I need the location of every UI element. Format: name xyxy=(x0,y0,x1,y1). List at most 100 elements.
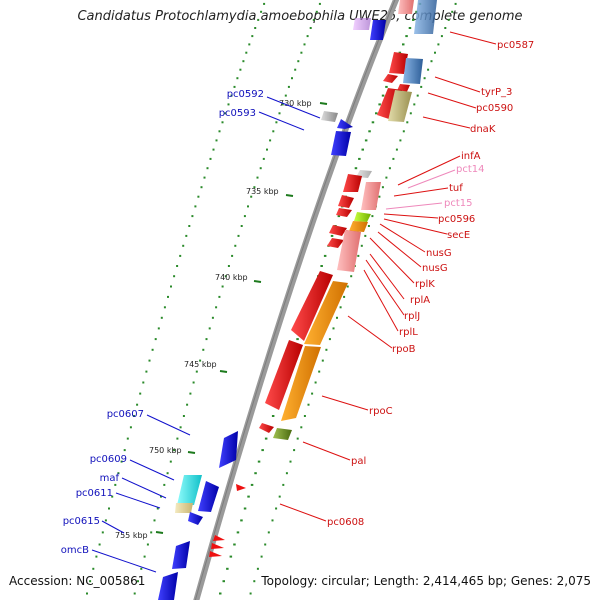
gc-tick xyxy=(224,275,227,278)
gc-tick xyxy=(285,472,288,475)
topology-text: Topology: circular; Length: 2,414,465 bp… xyxy=(261,574,591,588)
gc-skew-ticks xyxy=(86,2,457,595)
gc-tick xyxy=(282,483,285,486)
gc-tick xyxy=(303,415,306,417)
gc-tick xyxy=(117,472,120,475)
gc-tick xyxy=(253,580,256,583)
gc-tick xyxy=(423,77,426,80)
gene-label-rplj: rplJ xyxy=(404,311,420,322)
gc-tick xyxy=(318,370,321,373)
gc-tick xyxy=(239,68,242,71)
tick-730: 730 kbp xyxy=(279,99,312,108)
gene-label-pc0593: pc0593 xyxy=(219,108,256,119)
gc-tick xyxy=(405,35,408,38)
gc-tick xyxy=(378,195,381,198)
gc-tick xyxy=(254,472,257,475)
gc-tick xyxy=(120,460,123,463)
gc-tick xyxy=(447,18,450,21)
gc-tick xyxy=(186,403,189,406)
gc-tick xyxy=(427,68,430,71)
gc-tick xyxy=(206,167,209,170)
gc-tick xyxy=(409,112,412,115)
gc-tick xyxy=(361,148,364,151)
gc-tick xyxy=(221,285,224,288)
gc-tick xyxy=(137,580,139,583)
gc-tick xyxy=(320,265,323,267)
gc-tick xyxy=(262,157,265,160)
gc-tick xyxy=(275,507,278,510)
gc-tick xyxy=(367,225,370,227)
gc-tick xyxy=(98,543,101,546)
gc-tick xyxy=(323,254,327,257)
gc-tick xyxy=(86,592,88,595)
gc-tick xyxy=(123,449,126,452)
gc-tick xyxy=(189,392,192,395)
gc-tick xyxy=(142,381,145,384)
gc-tick xyxy=(243,215,246,218)
gc-tick xyxy=(126,437,129,440)
gc-tick xyxy=(163,306,166,309)
gc-tick xyxy=(307,403,310,406)
gc-tick xyxy=(354,167,358,170)
gc-tick xyxy=(332,327,335,330)
gc-tick xyxy=(294,68,297,71)
gc-tick xyxy=(89,580,92,583)
gc-tick xyxy=(194,205,197,208)
gc-tick xyxy=(388,167,391,170)
gc-tick xyxy=(140,567,143,570)
gc-tick xyxy=(197,195,200,198)
gc-tick xyxy=(224,112,227,115)
gc-tick xyxy=(104,519,107,522)
gc-tick xyxy=(357,254,360,257)
gc-tick xyxy=(284,94,287,97)
gc-tick xyxy=(454,2,457,5)
gc-tick xyxy=(339,306,342,309)
gc-tick xyxy=(219,592,222,595)
gc-tick xyxy=(243,507,247,510)
gc-tick xyxy=(321,359,324,362)
gc-tick xyxy=(156,507,159,510)
gene-label-nusg-1: nusG xyxy=(426,248,452,259)
gc-tick xyxy=(444,27,447,29)
gene-label-rpoc: rpoC xyxy=(369,406,393,417)
gc-tick xyxy=(111,495,114,498)
gc-tick xyxy=(95,555,98,558)
gc-tick xyxy=(92,567,95,570)
gc-tick xyxy=(218,295,221,298)
gc-tick xyxy=(256,567,259,570)
gc-tick xyxy=(176,265,179,267)
gc-tick xyxy=(215,139,218,142)
gc-tick xyxy=(278,495,281,498)
gc-tick xyxy=(226,567,229,570)
gc-tick xyxy=(233,543,236,546)
gene-label-rplk: rplK xyxy=(415,279,435,290)
gc-tick xyxy=(399,139,402,142)
gc-tick xyxy=(416,94,419,97)
gene-label-pc0608: pc0608 xyxy=(327,517,364,528)
gc-tick xyxy=(191,215,194,218)
gene-label-rpll: rplL xyxy=(399,327,418,338)
gc-tick xyxy=(215,306,218,309)
gc-tick xyxy=(296,338,299,341)
gc-tick xyxy=(166,472,169,475)
gc-tick xyxy=(133,415,135,417)
gene-label-nusg-2: nusG xyxy=(422,263,448,274)
gc-tick xyxy=(350,275,353,278)
gc-tick xyxy=(406,121,409,124)
gc-tick xyxy=(233,85,236,88)
gc-tick xyxy=(343,295,346,298)
gc-tick xyxy=(182,244,185,247)
gc-tick xyxy=(257,18,260,21)
gc-tick xyxy=(150,531,153,534)
left-leader-lines xyxy=(91,96,321,573)
gc-tick xyxy=(234,244,237,247)
gc-tick xyxy=(167,295,169,298)
gc-tick xyxy=(371,121,375,124)
gc-tick xyxy=(271,415,275,417)
gc-tick xyxy=(259,167,262,170)
gc-tick xyxy=(185,234,188,237)
gc-tick xyxy=(385,176,388,179)
gene-label-pct14: pct14 xyxy=(456,164,485,175)
gc-tick xyxy=(336,316,338,319)
gc-tick xyxy=(311,392,314,395)
